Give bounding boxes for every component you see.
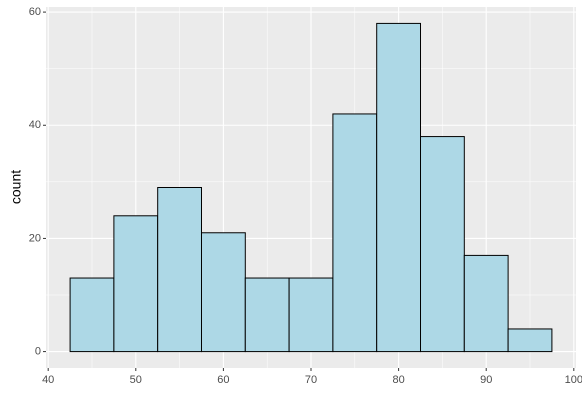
bar	[244, 277, 290, 353]
y-tick-label: 40	[29, 119, 41, 131]
bar	[463, 254, 509, 353]
x-tick-label: 100	[565, 374, 582, 386]
bar	[157, 187, 202, 353]
bar	[376, 22, 422, 353]
bar	[507, 328, 553, 353]
y-axis-label: count	[8, 170, 24, 204]
bar	[113, 215, 159, 353]
x-tick-label: 80	[392, 374, 404, 386]
bar	[288, 277, 334, 353]
y-tick-label: 20	[29, 232, 41, 244]
bar	[332, 113, 378, 353]
x-tick-label: 60	[217, 374, 229, 386]
bar	[420, 136, 465, 353]
x-tick-label: 50	[130, 374, 142, 386]
x-tick-label: 40	[42, 374, 54, 386]
y-tick-label: 0	[35, 345, 41, 357]
bar	[200, 232, 246, 353]
bar	[69, 277, 115, 353]
x-tick-label: 90	[480, 374, 492, 386]
x-tick-label: 70	[305, 374, 317, 386]
y-tick-label: 60	[29, 6, 41, 18]
